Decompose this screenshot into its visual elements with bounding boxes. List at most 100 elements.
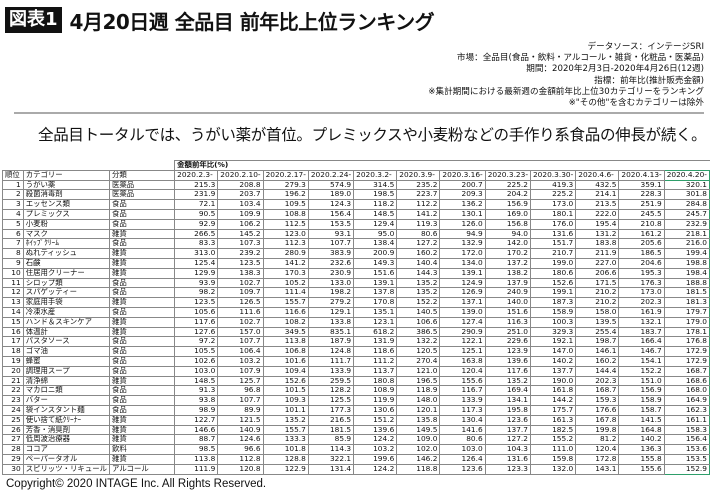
value-cell: 98.5 xyxy=(174,444,219,455)
rank-cell: 23 xyxy=(2,395,24,406)
value-cell: 266.5 xyxy=(174,228,219,240)
category-cell: 蜂蜜 xyxy=(22,355,111,367)
value-cell: 153.5 xyxy=(663,453,710,465)
value-cell: 139.0 xyxy=(439,306,486,318)
class-cell: 食品 xyxy=(108,277,176,289)
value-cell: 196.5 xyxy=(396,375,441,387)
value-cell: 181.3 xyxy=(663,297,710,308)
value-cell: 198.5 xyxy=(353,189,398,201)
value-cell: 149.3 xyxy=(353,257,398,269)
value-cell: 158.9 xyxy=(618,395,665,406)
value-cell: 108.2 xyxy=(262,316,309,328)
value-cell: 187.3 xyxy=(529,297,577,308)
value-cell: 106.6 xyxy=(396,316,441,328)
rank-cell: 28 xyxy=(2,444,24,455)
value-cell: 129.9 xyxy=(174,267,219,279)
value-cell: 136.3 xyxy=(618,444,665,455)
value-cell: 105.6 xyxy=(174,306,219,318)
value-cell: 211.9 xyxy=(575,248,620,259)
rank-cell: 14 xyxy=(2,306,24,318)
table-row: 7 ﾎｲｯﾌﾟｸﾘｰﾑ 食品 83.3 107.3 112.3 107.7 138.4 127.… xyxy=(2,238,710,250)
value-cell: 103.0 xyxy=(174,365,219,377)
value-cell: 101.6 xyxy=(262,355,309,367)
value-cell: 176.6 xyxy=(575,404,620,416)
value-cell: 118.9 xyxy=(396,385,441,397)
value-cell: 245.5 xyxy=(618,208,665,220)
value-cell: 133.0 xyxy=(307,277,355,289)
category-cell: プレミックス xyxy=(22,208,111,220)
value-cell: 149.5 xyxy=(396,424,441,436)
value-cell: 124.3 xyxy=(307,199,355,210)
value-cell: 322.1 xyxy=(307,453,355,465)
value-cell: 314.5 xyxy=(353,179,398,191)
value-cell: 124.2 xyxy=(353,434,398,446)
category-cell: スピリッツ・リキュール xyxy=(22,463,111,475)
value-cell: 93.1 xyxy=(307,228,355,240)
group-header-row: 金額前年比(%) xyxy=(2,160,710,171)
value-cell: 216.0 xyxy=(663,238,710,250)
value-cell: 205.6 xyxy=(618,238,665,250)
category-cell: うがい薬 xyxy=(22,179,111,191)
category-cell: ﾎｲｯﾌﾟｸﾘｰﾑ xyxy=(22,238,111,250)
value-cell: 138.3 xyxy=(217,267,264,279)
category-cell: ペーパータオル xyxy=(22,453,111,465)
value-cell: 204.6 xyxy=(618,257,665,269)
value-cell: 180.1 xyxy=(529,208,577,220)
value-cell: 182.5 xyxy=(529,424,577,436)
table-row: 22 マカロニ類 食品 91.3 96.8 101.5 128.2 108.9 118.9 116… xyxy=(2,385,710,397)
value-cell: 215.3 xyxy=(174,179,219,191)
value-cell: 198.2 xyxy=(307,287,355,299)
value-cell: 135.8 xyxy=(396,414,441,426)
value-cell: 835.1 xyxy=(307,326,355,338)
value-cell: 101.5 xyxy=(262,385,309,397)
value-cell: 200.7 xyxy=(439,179,486,191)
rank-cell: 4 xyxy=(2,208,24,220)
value-cell: 96.8 xyxy=(217,385,264,397)
value-cell: 181.5 xyxy=(663,287,710,299)
value-cell: 151.6 xyxy=(353,267,398,279)
class-cell: 食品 xyxy=(108,395,176,406)
value-cell: 133.9 xyxy=(439,395,486,406)
column-header: 2020.2.24- xyxy=(307,169,355,181)
value-cell: 126.5 xyxy=(217,297,264,308)
value-cell: 105.5 xyxy=(174,346,219,357)
rank-cell: 24 xyxy=(2,404,24,416)
value-cell: 143.1 xyxy=(575,463,620,475)
value-cell: 126.0 xyxy=(439,218,486,230)
value-cell: 103.4 xyxy=(217,199,264,210)
table-row: 3 エッセンス類 食品 72.1 103.4 109.5 124.3 118.2 112.2 13… xyxy=(2,199,710,210)
value-cell: 169.4 xyxy=(484,385,531,397)
value-cell: 124.8 xyxy=(307,346,355,357)
value-cell: 119.9 xyxy=(353,395,398,406)
rank-cell: 22 xyxy=(2,385,24,397)
value-cell: 111.6 xyxy=(217,306,264,318)
note-line: 指標：前年比(推計販売金額) xyxy=(594,75,704,86)
value-cell: 210.7 xyxy=(529,248,577,259)
value-cell: 187.9 xyxy=(307,336,355,348)
value-cell: 157.0 xyxy=(217,326,264,338)
value-cell: 131.9 xyxy=(353,336,398,348)
rank-cell: 8 xyxy=(2,248,24,259)
value-cell: 123.5 xyxy=(217,257,264,269)
value-cell: 176.3 xyxy=(618,277,665,289)
value-cell: 111.7 xyxy=(307,355,355,367)
value-cell: 123.5 xyxy=(174,297,219,308)
value-cell: 137.7 xyxy=(484,424,531,436)
value-cell: 168.0 xyxy=(663,385,710,397)
column-header: 分類 xyxy=(108,169,176,181)
value-cell: 198.7 xyxy=(575,336,620,348)
value-cell: 116.3 xyxy=(484,316,531,328)
table-row: 20 調理用スープ 食品 103.0 107.9 109.4 133.9 113.7 121.0… xyxy=(2,365,710,377)
title-text: 4月20日週 全品目 前年比上位ランキング xyxy=(69,9,435,34)
value-cell: 214.1 xyxy=(575,189,620,201)
value-cell: 169.0 xyxy=(484,208,531,220)
class-cell: 雑貨 xyxy=(108,414,176,426)
value-cell: 152.9 xyxy=(663,463,710,475)
rank-cell: 30 xyxy=(2,463,24,475)
class-cell: 食品 xyxy=(108,287,176,299)
rank-cell: 5 xyxy=(2,218,24,230)
value-cell: 618.2 xyxy=(353,326,398,338)
value-cell: 245.7 xyxy=(663,208,710,220)
value-cell: 196.2 xyxy=(262,189,309,201)
value-cell: 142.0 xyxy=(484,238,531,250)
